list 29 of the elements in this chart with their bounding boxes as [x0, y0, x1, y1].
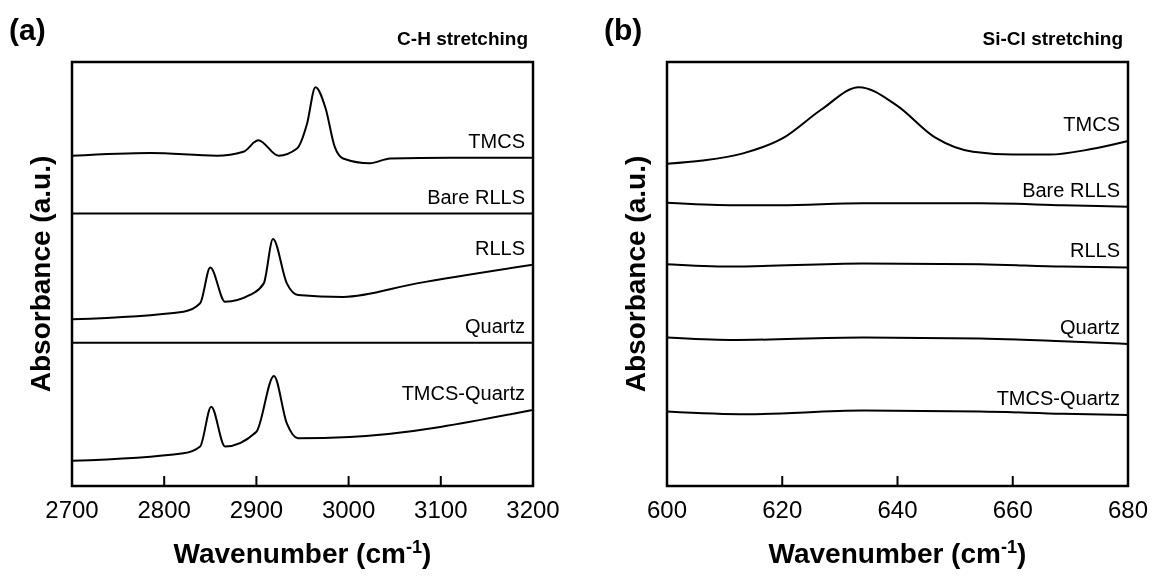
series-label: Bare RLLS — [1022, 178, 1120, 201]
series-label: TMCS — [468, 129, 525, 152]
x-tick-label: 3000 — [321, 496, 376, 523]
x-tick-label: 680 — [1107, 496, 1149, 523]
x-tick-label: 2900 — [229, 496, 284, 523]
series-label: Quartz — [1059, 316, 1120, 338]
x-tick-label: 2700 — [45, 496, 99, 523]
series-label: Quartz — [464, 314, 525, 337]
y-axis-title: Absorbance (a.u.) — [620, 155, 651, 393]
series-label: TMCS-Quartz — [401, 382, 525, 405]
series-label: Bare RLLS — [427, 185, 525, 208]
series-label: RLLS — [1069, 239, 1120, 262]
series-label: RLLS — [474, 237, 525, 260]
x-tick-label: 3100 — [414, 496, 468, 523]
x-axis-title: Wavenumber (cm$^{-1}$) — [768, 537, 1027, 569]
x-tick-label: 640 — [877, 496, 918, 523]
x-tick-label: 660 — [992, 496, 1033, 523]
text: (b) — [604, 13, 643, 46]
text: (a) — [9, 13, 46, 46]
x-tick-label: 600 — [646, 496, 688, 523]
series-label: TMCS-Quartz — [996, 387, 1120, 409]
x-tick-label: 3200 — [506, 496, 560, 523]
chart-title: C-H stretching — [397, 28, 528, 49]
x-tick-label: 2800 — [137, 496, 191, 523]
series-label: TMCS — [1063, 112, 1120, 135]
chart-title: Si-Cl stretching — [982, 28, 1123, 49]
y-axis-title: Absorbance (a.u.) — [25, 155, 56, 393]
x-axis-title: Wavenumber (cm$^{-1}$) — [173, 537, 432, 569]
x-tick-label: 620 — [762, 496, 803, 523]
